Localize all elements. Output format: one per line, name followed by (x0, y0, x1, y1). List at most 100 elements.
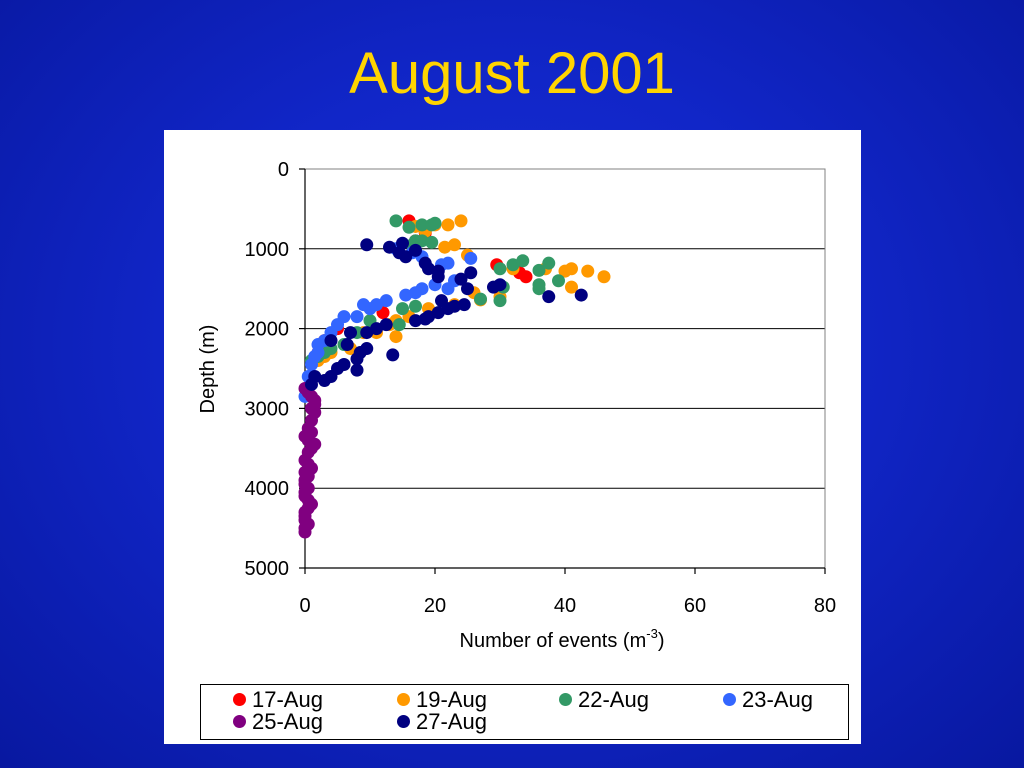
axis-ticks (299, 168, 826, 574)
data-point (457, 298, 471, 312)
x-tick-labels: 0 20 40 60 80 (299, 595, 836, 617)
legend-marker (397, 715, 410, 729)
data-point (360, 326, 374, 340)
data-point (542, 290, 556, 304)
legend-marker (233, 693, 246, 707)
data-point (418, 312, 432, 326)
data-point (464, 251, 478, 265)
data-point (422, 262, 435, 276)
plot-area (304, 168, 826, 569)
data-point (360, 342, 374, 356)
legend-label: 27-Aug (416, 709, 487, 734)
data-point (305, 358, 318, 372)
series-27-aug (305, 236, 588, 391)
data-point (379, 294, 393, 308)
data-point (574, 288, 588, 302)
data-point (409, 286, 422, 300)
y-tick-label: 2000 (245, 319, 290, 341)
data-point (399, 250, 413, 264)
data-point (493, 278, 507, 292)
data-point (519, 270, 533, 284)
x-tick-label: 0 (299, 595, 310, 617)
data-point (396, 302, 409, 316)
data-point (340, 338, 354, 352)
data-point (318, 373, 331, 387)
data-point (552, 274, 565, 288)
data-point (493, 262, 507, 276)
legend-label: 23-Aug (742, 687, 813, 712)
series-25-aug (298, 381, 322, 539)
data-point (344, 326, 357, 340)
data-point (597, 270, 611, 284)
data-point (350, 310, 364, 324)
data-point (542, 256, 556, 270)
data-point (305, 377, 318, 391)
data-point (565, 280, 578, 294)
data-point (383, 240, 396, 254)
y-tick-label: 0 (278, 159, 289, 181)
data-point (350, 352, 364, 366)
data-point (389, 214, 403, 228)
data-point (474, 292, 487, 306)
legend-item: 25-Aug (233, 711, 323, 733)
legend-item: 23-Aug (723, 689, 813, 711)
y-tick-label: 5000 (245, 558, 290, 580)
x-axis-label: Number of events (m-3) (460, 626, 665, 652)
data-point (532, 282, 546, 296)
data-point (428, 216, 442, 230)
legend-marker (559, 693, 572, 707)
legend-item: 22-Aug (559, 689, 649, 711)
data-point (399, 288, 413, 302)
data-point (409, 314, 422, 328)
x-tick-label: 60 (684, 595, 706, 617)
legend-label: 19-Aug (416, 687, 487, 712)
data-point (415, 234, 429, 248)
data-point (506, 258, 520, 272)
data-point (392, 318, 406, 332)
data-point (441, 282, 455, 296)
legend-label: 25-Aug (252, 709, 323, 734)
data-point (298, 525, 312, 539)
y-tick-label: 1000 (245, 239, 290, 261)
data-point (386, 348, 400, 362)
data-point (532, 263, 546, 277)
data-point (464, 266, 478, 280)
data-point (431, 270, 445, 284)
data-point (441, 218, 455, 232)
data-point (360, 238, 374, 252)
data-point (438, 240, 452, 254)
data-point (431, 306, 445, 320)
y-axis-label: Depth (m) (197, 325, 219, 414)
data-point (516, 254, 530, 268)
data-point (370, 322, 383, 336)
y-tick-labels: 0 1000 2000 3000 4000 5000 (245, 159, 290, 580)
legend-label: 17-Aug (252, 687, 323, 712)
data-point (454, 214, 468, 228)
data-point (350, 363, 364, 377)
legend-item: 19-Aug (397, 689, 487, 711)
data-point (389, 330, 403, 344)
legend-marker (723, 693, 736, 707)
data-point (448, 238, 461, 252)
gridlines (305, 248, 825, 489)
data-point (461, 282, 474, 296)
data-point (493, 294, 507, 308)
series-19-aug (311, 214, 611, 368)
y-tick-label: 3000 (245, 398, 290, 420)
data-point (441, 302, 455, 316)
data-point (415, 218, 429, 232)
legend-marker (397, 693, 410, 707)
legend-item: 17-Aug (233, 689, 323, 711)
data-point (324, 334, 338, 348)
legend-marker (233, 715, 246, 729)
data-point (425, 235, 439, 249)
data-points (298, 214, 611, 539)
data-point (409, 299, 422, 313)
data-point (581, 264, 595, 278)
legend-item: 27-Aug (397, 711, 487, 733)
chart-panel (164, 130, 861, 744)
data-point (565, 262, 578, 276)
data-point (409, 243, 422, 257)
data-point (454, 272, 468, 286)
